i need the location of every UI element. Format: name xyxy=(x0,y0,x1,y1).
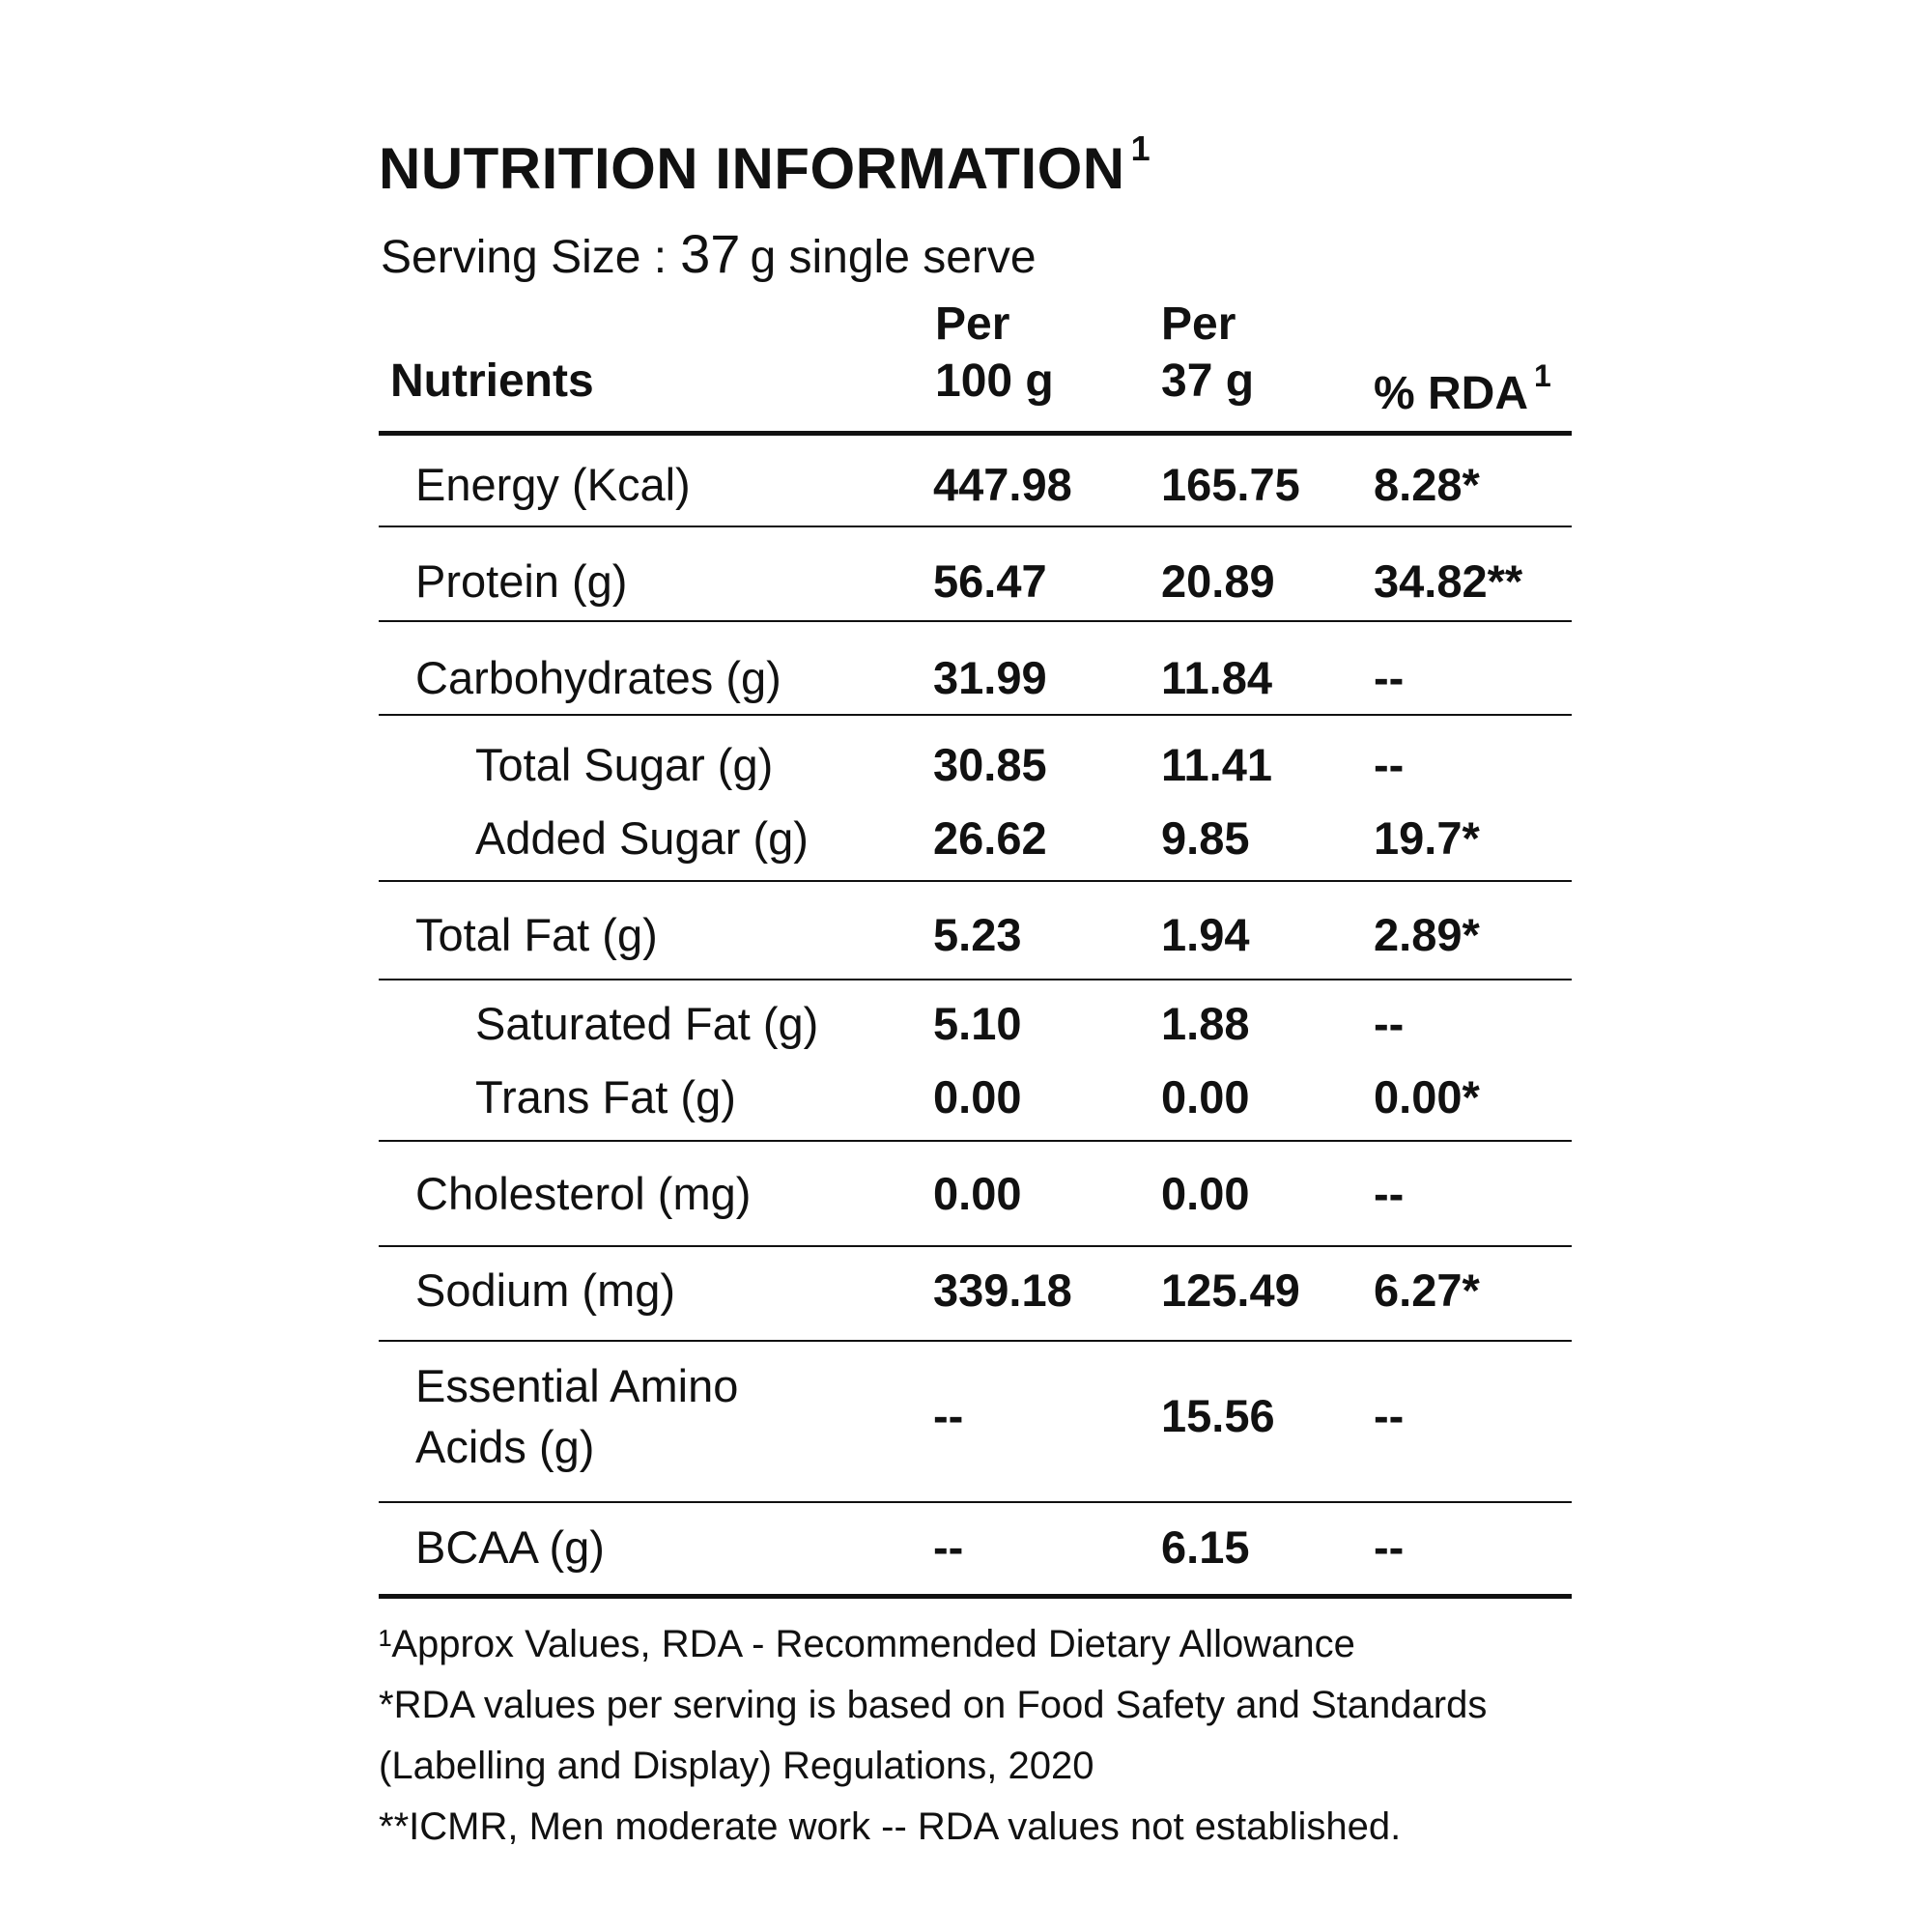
rda-value: -- xyxy=(1374,652,1405,703)
per100-value: 5.10 xyxy=(933,998,1022,1049)
perserve-value: 0.00 xyxy=(1161,1168,1250,1219)
nutrient-name: Added Sugar (g) xyxy=(475,812,809,864)
nutrient-name-line2: Acids (g) xyxy=(415,1421,595,1472)
col-header-nutrients: Nutrients xyxy=(390,355,594,407)
row-divider xyxy=(379,979,1572,980)
col-header-per100-line2: 100 g xyxy=(935,355,1054,407)
footnote: **ICMR, Men moderate work -- RDA values … xyxy=(379,1805,1402,1848)
perserve-value: 6.15 xyxy=(1161,1521,1250,1573)
nutrient-name: Total Sugar (g) xyxy=(475,739,774,790)
per100-value: 339.18 xyxy=(933,1264,1072,1316)
perserve-value: 1.88 xyxy=(1161,998,1250,1049)
title-text: NUTRITION INFORMATION xyxy=(379,136,1125,201)
row-divider xyxy=(379,714,1572,716)
nutrient-name-line1: Essential Amino xyxy=(415,1360,739,1411)
perserve-value: 11.41 xyxy=(1161,739,1273,790)
row-divider xyxy=(379,1501,1572,1503)
perserve-value: 9.85 xyxy=(1161,812,1250,864)
rda-value: -- xyxy=(1374,739,1405,790)
per100-value: 56.47 xyxy=(933,555,1047,607)
col-header-rda: % RDA 1 xyxy=(1374,353,1551,423)
rda-value: 8.28* xyxy=(1374,459,1480,510)
nutrient-name: Cholesterol (mg) xyxy=(415,1168,752,1219)
perserve-value: 11.84 xyxy=(1161,652,1273,703)
row-divider xyxy=(379,620,1572,622)
col-header-perserve-line2: 37 g xyxy=(1161,355,1255,407)
serving-size: Serving Size :37 g single serve xyxy=(381,222,1037,285)
per100-value: -- xyxy=(933,1521,964,1573)
per100-value: 30.85 xyxy=(933,739,1047,790)
page-title: NUTRITION INFORMATION 1 xyxy=(379,128,1151,202)
nutrient-name: BCAA (g) xyxy=(415,1521,605,1573)
rda-value: 6.27* xyxy=(1374,1264,1480,1316)
perserve-value: 125.49 xyxy=(1161,1264,1300,1316)
rda-value: -- xyxy=(1374,998,1405,1049)
row-divider xyxy=(379,1245,1572,1247)
serving-amount: 37 xyxy=(680,223,741,284)
nutrient-name: Trans Fat (g) xyxy=(475,1071,736,1122)
perserve-value: 15.56 xyxy=(1161,1390,1275,1441)
nutrient-name: Energy (Kcal) xyxy=(415,459,691,510)
header-rule xyxy=(379,431,1572,436)
rda-value: -- xyxy=(1374,1521,1405,1573)
nutrient-name: Sodium (mg) xyxy=(415,1264,676,1316)
footnote: (Labelling and Display) Regulations, 202… xyxy=(379,1745,1094,1787)
perserve-value: 0.00 xyxy=(1161,1071,1250,1122)
row-divider xyxy=(379,1340,1572,1342)
per100-value: 0.00 xyxy=(933,1071,1022,1122)
col-header-per100-line1: Per xyxy=(935,298,1010,350)
bottom-rule xyxy=(379,1594,1572,1599)
per100-value: 26.62 xyxy=(933,812,1047,864)
row-divider xyxy=(379,1140,1572,1142)
row-divider xyxy=(379,880,1572,882)
nutrient-name: Carbohydrates (g) xyxy=(415,652,781,703)
title-superscript: 1 xyxy=(1130,128,1151,168)
col-header-rda-sup: 1 xyxy=(1534,358,1551,393)
rda-value: -- xyxy=(1374,1390,1405,1441)
rda-value: 34.82** xyxy=(1374,555,1523,607)
nutrient-name: Saturated Fat (g) xyxy=(475,998,819,1049)
col-header-perserve-line1: Per xyxy=(1161,298,1236,350)
footnote: ¹Approx Values, RDA - Recommended Dietar… xyxy=(379,1623,1355,1665)
per100-value: 31.99 xyxy=(933,652,1047,703)
serving-unit: g single serve xyxy=(750,232,1037,283)
per100-value: 0.00 xyxy=(933,1168,1022,1219)
footnote: *RDA values per serving is based on Food… xyxy=(379,1684,1488,1726)
perserve-value: 165.75 xyxy=(1161,459,1300,510)
per100-value: -- xyxy=(933,1390,964,1441)
nutrient-name: Total Fat (g) xyxy=(415,909,658,960)
serving-label: Serving Size : xyxy=(381,232,668,283)
rda-value: 19.7* xyxy=(1374,812,1480,864)
col-header-rda-label: % RDA xyxy=(1374,368,1529,419)
rda-value: 0.00* xyxy=(1374,1071,1480,1122)
rda-value: -- xyxy=(1374,1168,1405,1219)
perserve-value: 1.94 xyxy=(1161,909,1250,960)
perserve-value: 20.89 xyxy=(1161,555,1275,607)
per100-value: 5.23 xyxy=(933,909,1022,960)
per100-value: 447.98 xyxy=(933,459,1072,510)
nutrient-name: Protein (g) xyxy=(415,555,628,607)
row-divider xyxy=(379,526,1572,527)
rda-value: 2.89* xyxy=(1374,909,1480,960)
